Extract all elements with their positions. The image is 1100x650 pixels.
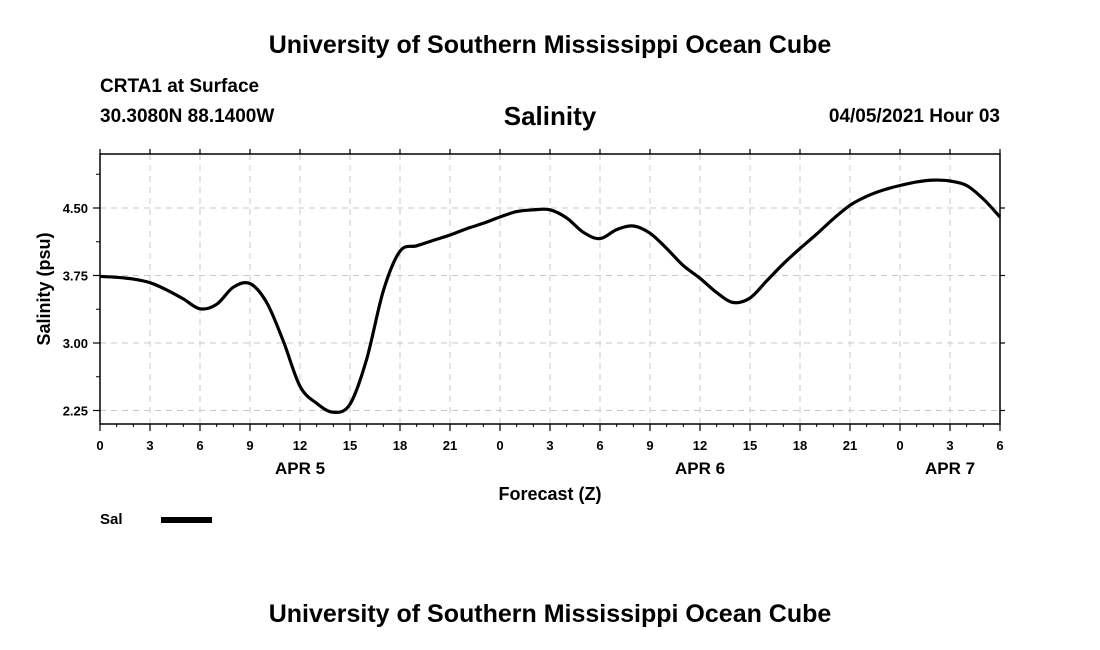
x-tick-label: 12 — [293, 438, 307, 453]
x-tick-label: 21 — [843, 438, 857, 453]
x-tick-label: 21 — [443, 438, 457, 453]
y-tick-label: 4.50 — [63, 201, 88, 216]
series-group — [99, 178, 1002, 414]
x-tick-label: 6 — [596, 438, 603, 453]
legend: Sal — [100, 511, 212, 528]
x-tick-label: 6 — [196, 438, 203, 453]
x-tick-label: 6 — [996, 438, 1003, 453]
date-labels: APR 5 APR 6 APR 7 — [275, 459, 975, 478]
y-tick-label: 2.25 — [63, 404, 88, 419]
plot-frame — [99, 153, 1001, 425]
x-tick-label: 15 — [343, 438, 357, 453]
x-tick-label: 12 — [693, 438, 707, 453]
coordinates-label: 30.3080N 88.1400W — [100, 106, 275, 127]
series-line-sal — [99, 178, 1002, 414]
x-tick-label: 9 — [246, 438, 253, 453]
y-axis-label: Salinity (psu) — [34, 232, 54, 345]
grid-lines — [100, 154, 1000, 424]
y-tick-label: 3.00 — [63, 336, 88, 351]
x-axis-ticks: 0 3 6 9 12 15 18 21 0 3 6 9 12 15 18 21 0 3 6 — [96, 149, 1004, 453]
x-tick-label: 3 — [946, 438, 953, 453]
x-tick-label: 0 — [96, 438, 103, 453]
legend-label-sal: Sal — [100, 511, 123, 528]
y-tick-label: 3.75 — [63, 269, 88, 284]
date-label: APR 6 — [675, 459, 725, 478]
x-tick-label: 3 — [146, 438, 153, 453]
x-tick-label: 18 — [793, 438, 807, 453]
x-tick-label: 0 — [496, 438, 503, 453]
x-axis-label: Forecast (Z) — [498, 484, 601, 504]
parameter-title: Salinity — [503, 101, 597, 131]
date-label: APR 7 — [925, 459, 975, 478]
forecast-datetime: 04/05/2021 Hour 03 — [828, 106, 1000, 127]
x-tick-label: 15 — [743, 438, 757, 453]
x-tick-label: 18 — [393, 438, 407, 453]
station-label: CRTA1 at Surface — [100, 76, 260, 97]
chart-title-top: University of Southern Mississippi Ocean… — [268, 31, 832, 59]
date-label: APR 5 — [275, 459, 325, 478]
x-tick-label: 3 — [546, 438, 553, 453]
chart-title-bottom: University of Southern Mississippi Ocean… — [268, 600, 832, 628]
x-tick-label: 0 — [896, 438, 903, 453]
x-tick-label: 9 — [646, 438, 653, 453]
